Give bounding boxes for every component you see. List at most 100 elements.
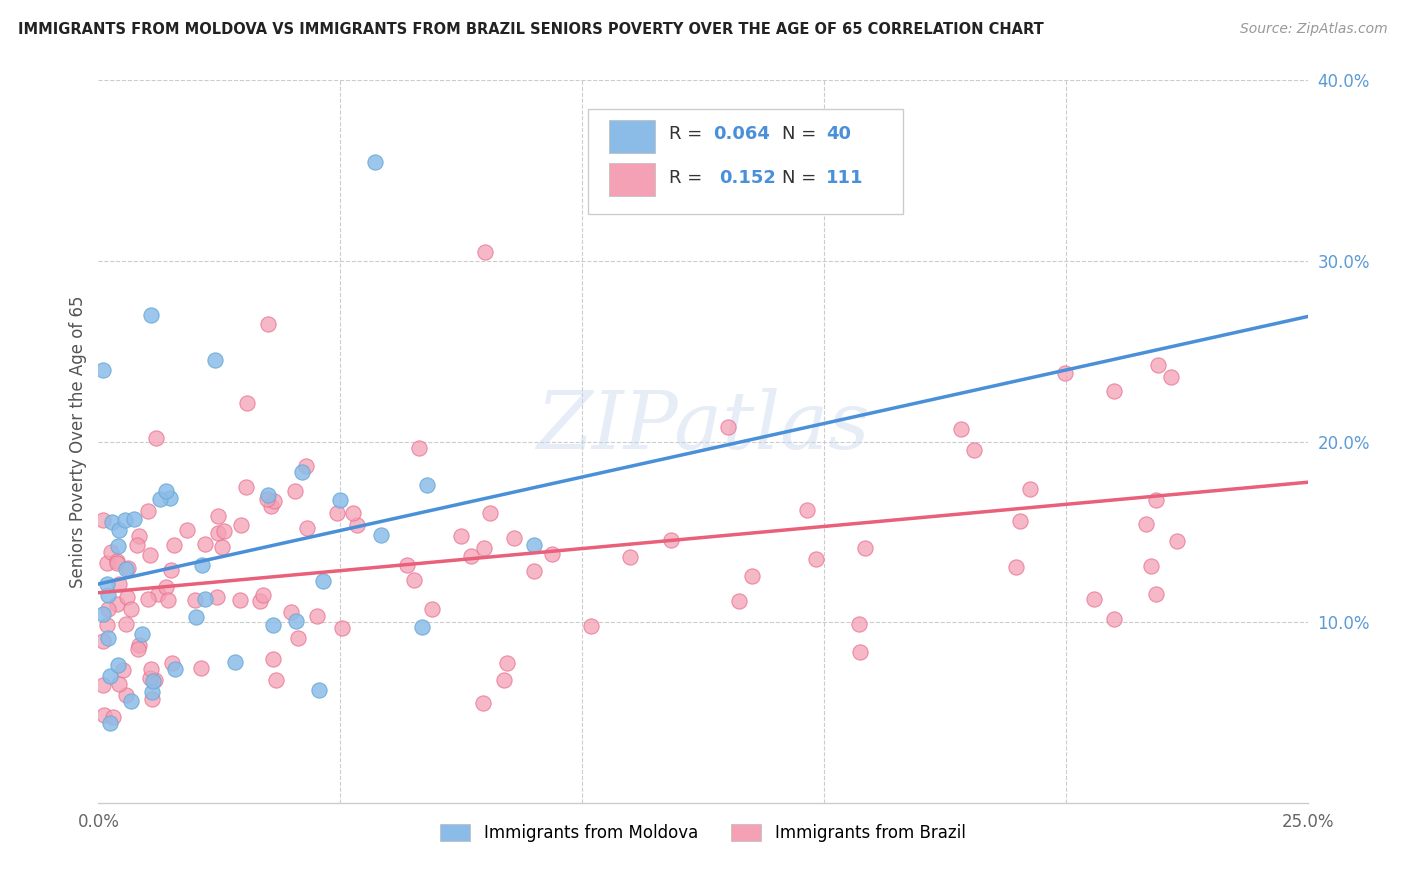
Point — [96, 577, 118, 591]
Point — [280, 606, 302, 620]
Point — [228, 592, 250, 607]
Point — [114, 513, 136, 527]
Point — [91, 634, 114, 648]
Point — [460, 549, 482, 564]
Point — [155, 484, 177, 499]
Point — [141, 662, 163, 676]
Point — [91, 678, 114, 692]
Point — [408, 441, 430, 455]
Point — [103, 709, 125, 723]
Point — [122, 511, 145, 525]
Point — [416, 478, 439, 492]
Point — [1083, 591, 1105, 606]
Point — [97, 588, 120, 602]
Point — [494, 673, 516, 687]
Point — [141, 308, 163, 322]
Point — [115, 616, 138, 631]
Point — [1054, 366, 1077, 380]
Point — [107, 657, 129, 672]
Point — [256, 317, 278, 331]
Point — [108, 676, 131, 690]
Point — [1102, 613, 1125, 627]
Point — [1010, 514, 1032, 528]
Point — [396, 558, 419, 573]
Point — [450, 529, 472, 543]
Point — [155, 580, 177, 594]
Bar — [609, 163, 655, 196]
Point — [97, 631, 120, 645]
Point — [342, 506, 364, 520]
Point — [149, 491, 172, 506]
Point — [1102, 384, 1125, 399]
Point — [579, 619, 602, 633]
Point — [157, 592, 180, 607]
Point — [194, 591, 217, 606]
Point — [1166, 534, 1188, 549]
Point — [325, 506, 347, 520]
Point — [128, 638, 150, 652]
Point — [145, 431, 167, 445]
Point — [523, 564, 546, 578]
Point — [148, 587, 170, 601]
Text: R =: R = — [669, 169, 714, 186]
Bar — [609, 120, 655, 153]
Legend: Immigrants from Moldova, Immigrants from Brazil: Immigrants from Moldova, Immigrants from… — [434, 817, 972, 848]
Point — [205, 590, 228, 604]
Point — [184, 593, 207, 607]
Point — [332, 621, 354, 635]
Point — [717, 420, 740, 434]
Point — [370, 528, 392, 542]
Point — [472, 541, 495, 555]
Point — [256, 492, 278, 507]
Point — [804, 552, 827, 566]
Point — [728, 593, 751, 607]
Point — [949, 422, 972, 436]
Point — [120, 602, 142, 616]
Point — [204, 353, 226, 368]
Point — [1147, 358, 1170, 372]
Point — [741, 568, 763, 582]
Point — [101, 516, 124, 530]
Point — [404, 573, 426, 587]
Point — [115, 590, 138, 604]
Point — [963, 443, 986, 458]
Text: 0.152: 0.152 — [718, 169, 776, 186]
Point — [143, 673, 166, 687]
Text: IMMIGRANTS FROM MOLDOVA VS IMMIGRANTS FROM BRAZIL SENIORS POVERTY OVER THE AGE O: IMMIGRANTS FROM MOLDOVA VS IMMIGRANTS FR… — [18, 22, 1045, 37]
Point — [307, 609, 329, 624]
Point — [541, 547, 564, 561]
Point — [176, 524, 198, 538]
Point — [853, 541, 876, 555]
Point — [108, 576, 131, 591]
Point — [659, 533, 682, 547]
Text: R =: R = — [669, 126, 709, 144]
Point — [96, 617, 118, 632]
Point — [1004, 559, 1026, 574]
Point — [329, 492, 352, 507]
Point — [224, 656, 246, 670]
Point — [231, 518, 253, 533]
Point — [190, 661, 212, 675]
Point — [523, 538, 546, 552]
Point — [420, 602, 443, 616]
Point — [287, 631, 309, 645]
Text: ZIPatlas: ZIPatlas — [536, 388, 870, 466]
Point — [160, 563, 183, 577]
Point — [249, 594, 271, 608]
Point — [235, 480, 257, 494]
Point — [211, 540, 233, 554]
Point — [131, 627, 153, 641]
Point — [212, 524, 235, 539]
Point — [136, 591, 159, 606]
Point — [160, 656, 183, 670]
Point — [363, 154, 385, 169]
Point — [91, 513, 114, 527]
Point — [312, 574, 335, 588]
Point — [98, 669, 121, 683]
Point — [619, 549, 641, 564]
Point — [474, 244, 496, 259]
Point — [1144, 492, 1167, 507]
Point — [125, 537, 148, 551]
Point — [284, 483, 307, 498]
Point — [1135, 516, 1157, 531]
